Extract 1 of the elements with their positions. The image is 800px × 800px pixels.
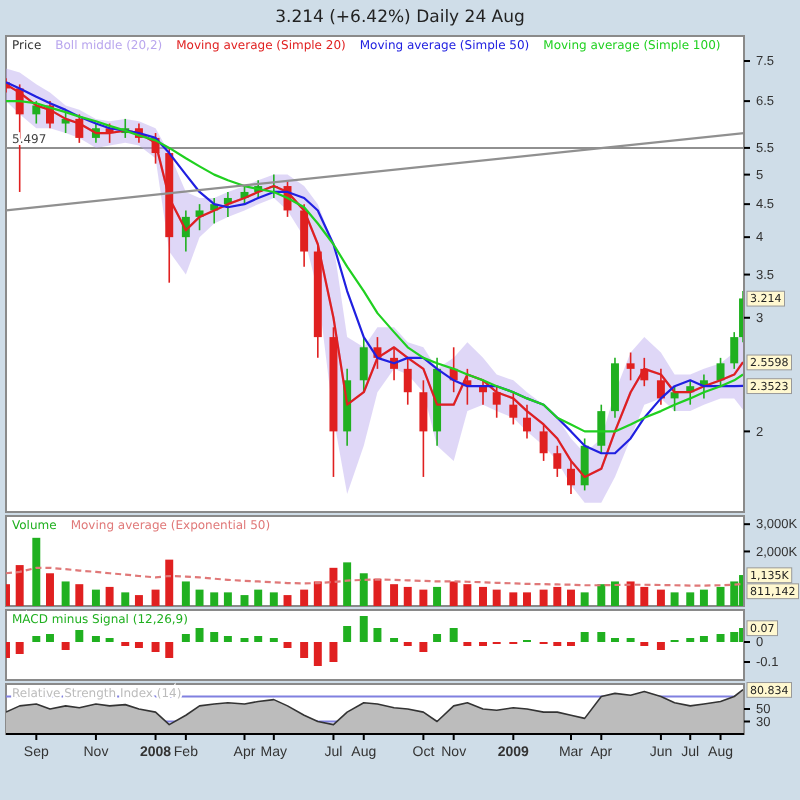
chart-title: 3.214 (+6.42%) Daily 24 Aug [275,8,525,28]
